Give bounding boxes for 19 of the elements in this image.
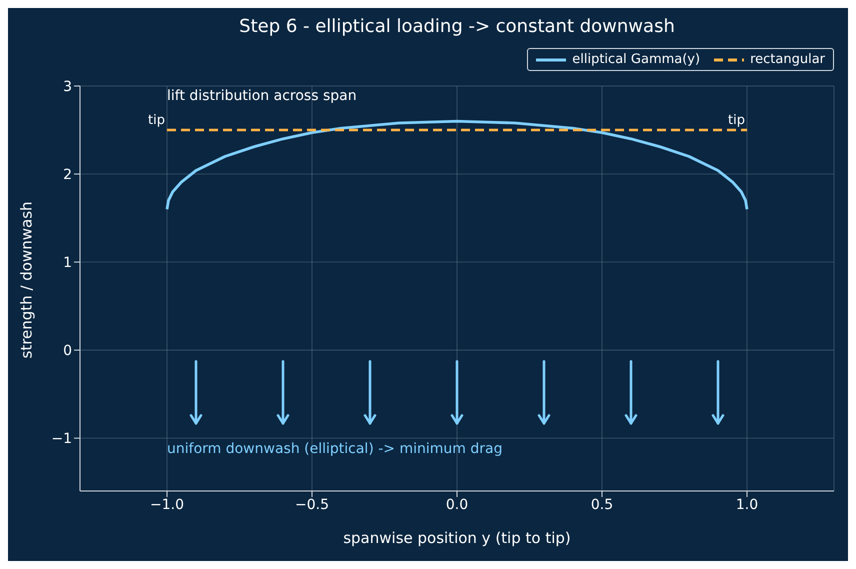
x-tick-label: 0.0 [446,496,468,513]
legend-label: rectangular [750,52,825,67]
y-axis-title: strength / downwash [17,201,36,358]
x-tick-label: −0.5 [295,496,329,513]
annotation: tip [148,113,165,128]
y-tick-label: 3 [63,78,72,95]
y-tick-label: 2 [63,167,72,184]
annotation: tip [728,113,745,128]
y-tick-label: −1 [51,431,72,448]
annotation: lift distribution across span [167,88,357,104]
annotation: uniform downwash (elliptical) -> minimum drag [167,441,502,457]
x-tick-label: 0.5 [590,496,614,513]
chart-title: Step 6 - elliptical loading -> constant downwash [238,16,676,37]
x-tick-label: 1.0 [736,496,758,513]
x-axis-title: spanwise position y (tip to tip) [343,529,571,547]
y-tick-label: 1 [63,255,72,272]
y-tick-label: 0 [63,343,72,360]
x-tick-label: −1.0 [150,496,184,513]
legend-label: elliptical Gamma(y) [572,52,700,67]
